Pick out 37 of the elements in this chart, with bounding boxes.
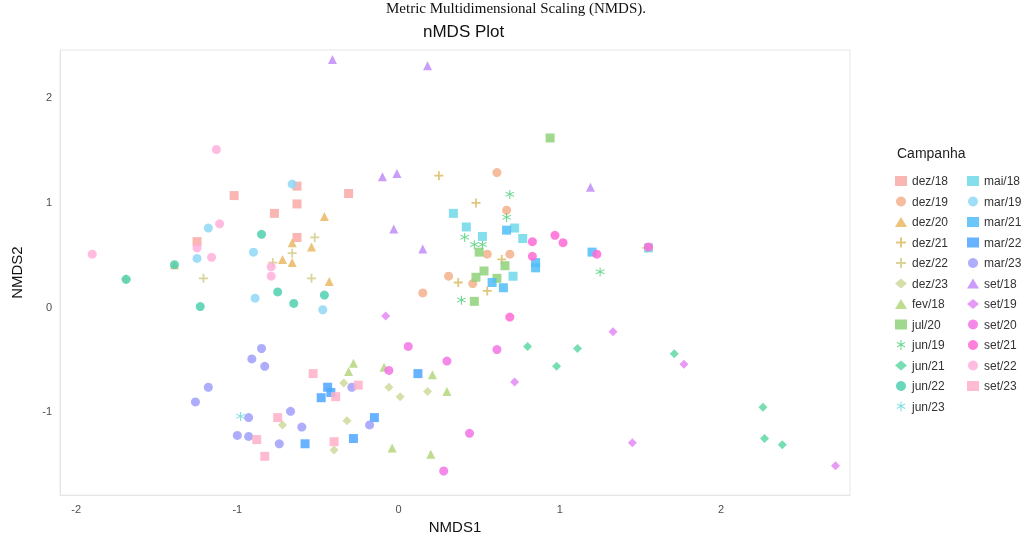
- legend-label: set/20: [984, 317, 1018, 332]
- legend-label: jun/19: [911, 338, 946, 352]
- y-tick-label: 1: [45, 195, 52, 208]
- chart-title: nMDS Plot: [423, 22, 505, 41]
- legend-label: mar/21: [984, 215, 1022, 229]
- legend-label: dez/18: [912, 174, 949, 188]
- legend-label: set/19: [984, 297, 1018, 311]
- legend-label: dez/19: [912, 194, 949, 209]
- y-tick-label: -1: [42, 405, 52, 418]
- x-tick-label: 0: [395, 502, 402, 515]
- legend-label: jul/20: [911, 317, 942, 332]
- x-tick-label: 2: [717, 502, 725, 515]
- legend-label: set/22: [984, 358, 1018, 373]
- legend-label: mar/19: [984, 194, 1022, 209]
- legend-label: jun/21: [911, 358, 946, 373]
- x-axis-title: NMDS1: [428, 518, 482, 535]
- legend-label: set/18: [984, 276, 1018, 291]
- legend-label: mai/18: [984, 174, 1021, 188]
- legend-label: dez/20: [912, 215, 949, 229]
- text: Metric Multidimensional Scaling (NMDS).: [386, 0, 646, 17]
- legend-title: Campanha: [897, 145, 966, 161]
- legend-label: jun/22: [911, 379, 946, 393]
- y-tick-label: 0: [45, 300, 52, 313]
- y-tick-label: 2: [45, 91, 52, 104]
- legend-label: mar/22: [984, 235, 1022, 250]
- legend-label: set/21: [984, 338, 1018, 352]
- legend-label: mar/23: [984, 256, 1022, 270]
- x-tick-label: -1: [232, 502, 243, 515]
- legend-label: set/23: [984, 379, 1018, 393]
- legend-label: fev/18: [912, 297, 946, 311]
- x-tick-label: -2: [71, 502, 82, 515]
- y-axis-title: NMDS2: [8, 246, 25, 299]
- legend-label: dez/22: [912, 256, 949, 270]
- legend-label: jun/23: [911, 399, 946, 414]
- legend-label: dez/21: [912, 235, 949, 250]
- x-tick-label: 1: [556, 502, 563, 515]
- legend-label: dez/23: [912, 276, 949, 291]
